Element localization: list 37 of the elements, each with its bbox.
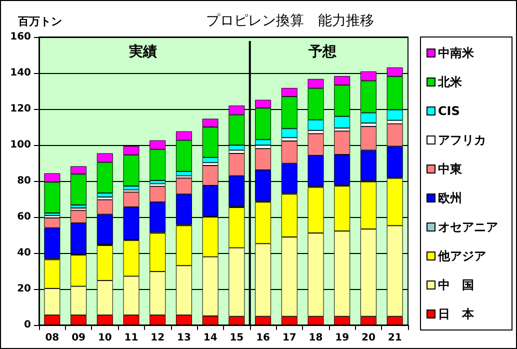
legend-label: 欧州 — [438, 191, 462, 205]
x-tick-label: 18 — [308, 332, 323, 344]
x-tick-label: 08 — [45, 332, 60, 344]
y-tick-label: 0 — [24, 320, 32, 330]
x-tick-label: 13 — [177, 332, 191, 344]
legend-label: オセアニア — [438, 220, 498, 234]
x-tick-label: 14 — [203, 332, 218, 344]
legend-label: アフリカ — [438, 133, 486, 147]
legend-label: 中東 — [438, 162, 463, 176]
y-tick-label: 140 — [10, 68, 32, 78]
x-tick-label: 17 — [282, 332, 296, 344]
annotation: 予想 — [307, 44, 338, 60]
x-tick-label: 12 — [150, 332, 165, 344]
x-tick-label: 10 — [98, 332, 112, 344]
legend-label: 北米 — [437, 75, 463, 89]
legend-label: 他アジア — [437, 249, 486, 263]
y-axis-title: 百万トン — [17, 15, 62, 28]
x-tick-label: 21 — [388, 332, 402, 344]
legend-label: CIS — [438, 104, 460, 118]
legend-label: 中南米 — [438, 46, 475, 60]
x-tick-label: 09 — [72, 332, 86, 344]
y-tick-label: 120 — [10, 104, 32, 114]
y-tick-label: 60 — [17, 212, 32, 222]
y-tick-label: 20 — [17, 284, 32, 294]
y-tick-label: 40 — [17, 248, 32, 258]
y-tick-label: 80 — [17, 176, 32, 186]
x-tick-label: 15 — [230, 332, 244, 344]
legend-label: 日 本 — [438, 307, 475, 321]
chart-title: プロピレン換算 能力推移 — [206, 13, 374, 29]
legend-label: 中 国 — [438, 278, 474, 292]
x-tick-label: 11 — [124, 332, 138, 344]
x-tick-label: 19 — [335, 332, 350, 344]
y-tick-label: 160 — [10, 32, 32, 42]
x-tick-label: 16 — [256, 332, 270, 344]
y-tick-label: 100 — [10, 140, 32, 150]
x-tick-label: 20 — [362, 332, 376, 344]
annotation: 実績 — [129, 43, 158, 60]
